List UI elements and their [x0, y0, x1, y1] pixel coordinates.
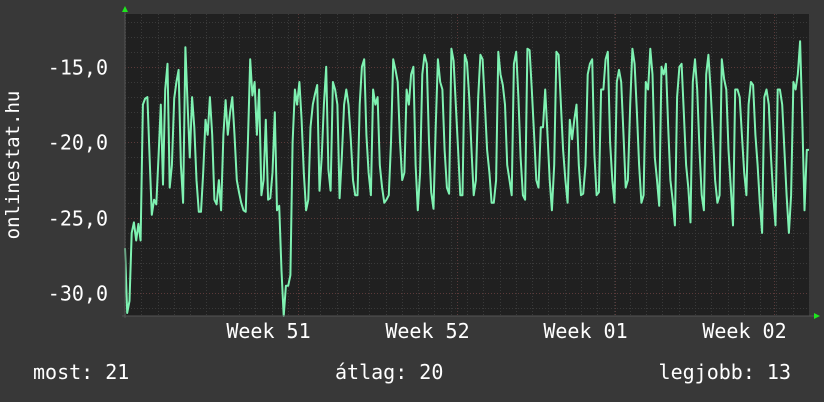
y-axis-ticks: -15,0 -20,0 -25,0 -30,0 — [48, 56, 108, 306]
best-value-text: legjobb: 13 — [658, 360, 791, 384]
y-tick-label: -15,0 — [48, 56, 108, 80]
y-tick-label: -30,0 — [48, 282, 108, 306]
y-axis-arrow-icon — [122, 6, 128, 12]
x-tick-label: Week 52 — [385, 319, 469, 343]
current-value-text: most: 21 — [33, 360, 130, 384]
y-tick-label: -25,0 — [48, 207, 108, 231]
x-axis-arrow-icon — [814, 313, 820, 319]
x-tick-label: Week 51 — [226, 319, 310, 343]
line-chart: -15,0-20,0-25,0-30,0 Week 51 Week 52 Week … — [2, 6, 820, 343]
average-value-text: átlag: 20 — [335, 360, 444, 384]
x-tick-label: Week 02 — [702, 319, 786, 343]
series-line — [124, 40, 809, 317]
y-axis-label: onlinestat.hu — [2, 91, 24, 240]
y-tick-label: -20,0 — [48, 131, 108, 155]
x-axis-ticks: Week 51 Week 52 Week 01 Week 02 — [226, 319, 786, 343]
x-tick-label: Week 01 — [543, 319, 627, 343]
stats-legend: most: 21 átlag: 20 legjobb: 13 — [0, 360, 824, 390]
